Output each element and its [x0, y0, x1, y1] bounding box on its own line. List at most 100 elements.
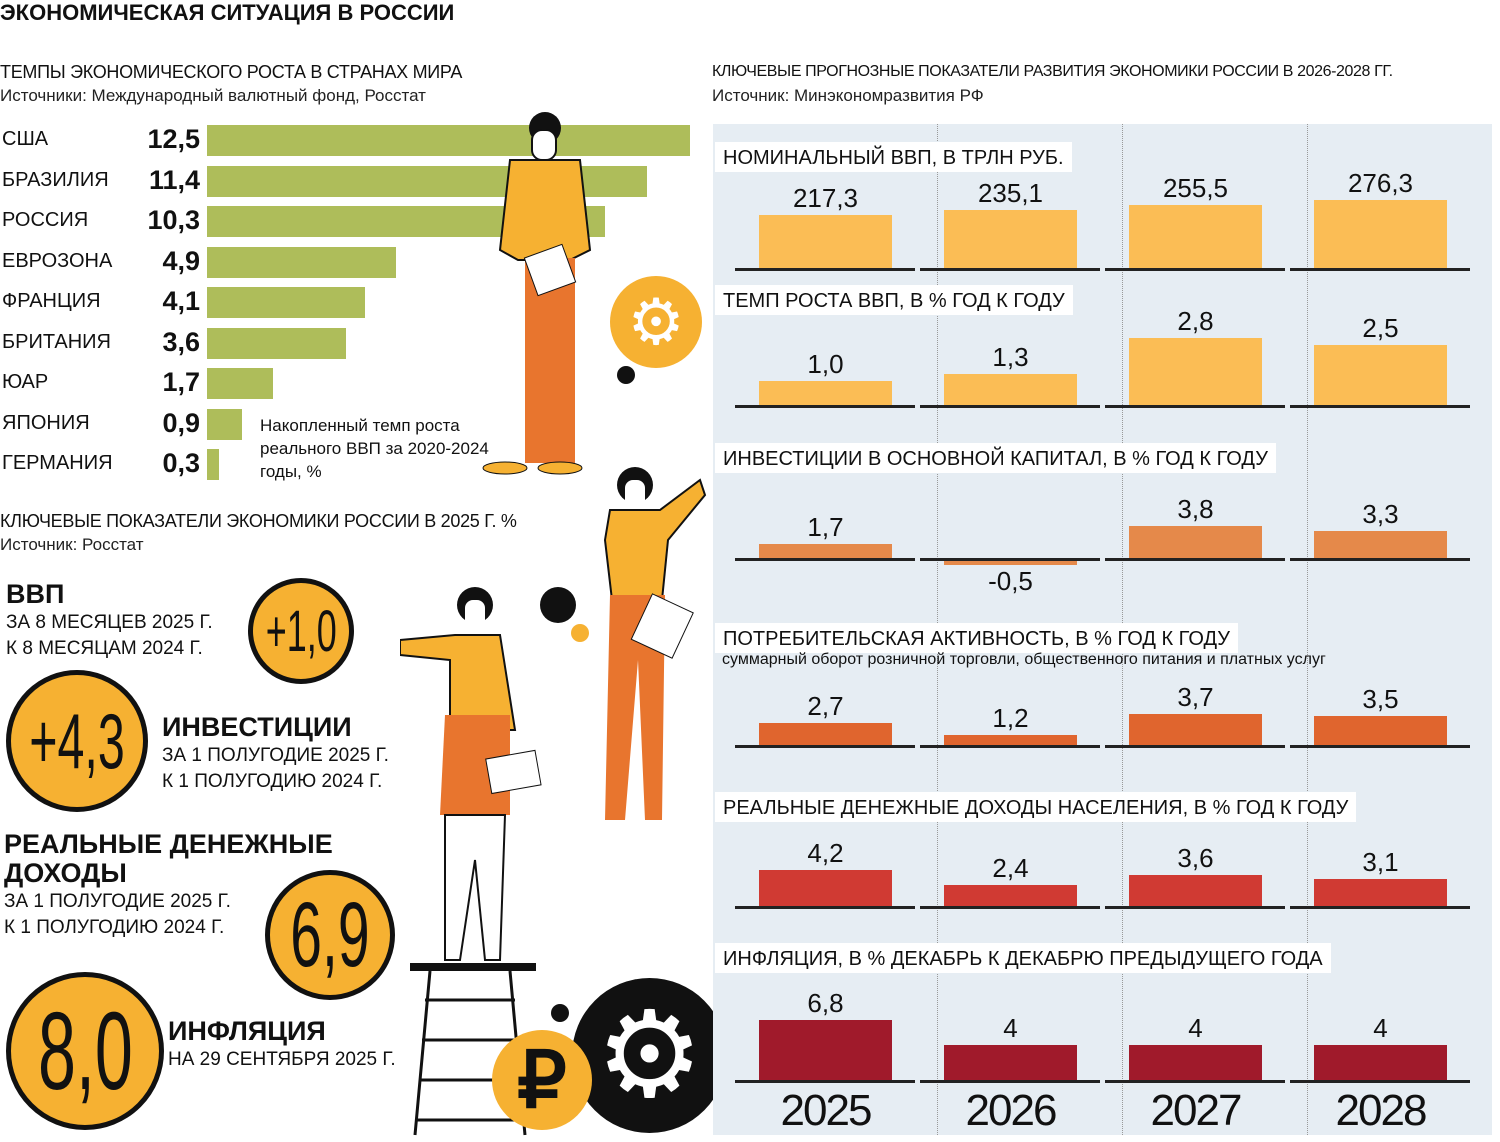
bar [1129, 875, 1262, 906]
year-label: 2027 [1150, 1086, 1243, 1135]
bar [1314, 879, 1447, 906]
country-label: БРИТАНИЯ [2, 330, 111, 353]
bar [944, 735, 1077, 745]
value-label: 4 [1373, 1012, 1388, 1043]
panel-title: РЕАЛЬНЫЕ ДЕНЕЖНЫЕ ДОХОДЫ НАСЕЛЕНИЯ, В % … [715, 792, 1357, 822]
bar [759, 722, 892, 745]
baseline [920, 405, 1100, 408]
baseline [920, 558, 1100, 561]
people-illustration [400, 112, 707, 1136]
year-label: 2026 [965, 1086, 1058, 1135]
baseline [1290, 558, 1470, 561]
baseline [920, 1080, 1100, 1083]
key-income-base: К 1 ПОЛУГОДИЮ 2024 Г. [4, 917, 225, 938]
bar [759, 543, 892, 558]
key-gdp-base: К 8 МЕСЯЦАМ 2024 Г. [6, 638, 203, 659]
baseline [1105, 405, 1285, 408]
key-gdp-period: ЗА 8 МЕСЯЦЕВ 2025 Г. [6, 612, 213, 633]
forecast-source: Источник: Минэкономразвития РФ [712, 86, 984, 105]
bar [1129, 714, 1262, 745]
panel-title: ТЕМП РОСТА ВВП, В % ГОД К ГОДУ [715, 285, 1073, 315]
bar [759, 381, 892, 405]
country-label: ЕВРОЗОНА [2, 249, 113, 272]
value-label: 1,2 [992, 703, 1029, 734]
bar [1129, 337, 1262, 405]
value-label: 1,7 [807, 511, 844, 542]
value-label: 4,1 [162, 286, 200, 316]
bar [759, 869, 892, 906]
value-label: 3,8 [1177, 494, 1214, 525]
baseline [735, 1080, 915, 1083]
bar [207, 408, 242, 440]
value-label: 2,4 [992, 853, 1029, 884]
bar [1314, 530, 1447, 558]
value-label: 12,5 [147, 124, 200, 154]
divider [1307, 124, 1308, 1135]
bar [207, 368, 273, 399]
baseline [735, 745, 915, 748]
value-label: 3,6 [162, 326, 200, 357]
bar [944, 1044, 1077, 1080]
key-inflation-name: ИНФЛЯЦИЯ [168, 1016, 326, 1046]
year-label: 2025 [780, 1086, 873, 1135]
baseline [735, 268, 915, 271]
country-label: США [2, 128, 49, 150]
bar [207, 125, 690, 156]
bar [759, 214, 892, 268]
value-label: 3,5 [1362, 683, 1399, 714]
value-label: 2,5 [1362, 313, 1399, 343]
bar [1314, 345, 1447, 405]
bar [944, 885, 1077, 906]
value-label: 4,9 [162, 245, 200, 276]
country-label: ЮАР [2, 371, 49, 393]
value-label: 3,6 [1177, 843, 1214, 874]
key-income-name: РЕАЛЬНЫЕ ДЕНЕЖНЫЕ [4, 829, 333, 859]
gear-icon: ⚙ [610, 276, 702, 368]
panel-title: ИНВЕСТИЦИИ В ОСНОВНОЙ КАПИТАЛ, В % ГОД К… [715, 443, 1276, 473]
value-label: 217,3 [792, 182, 859, 213]
bar [1314, 715, 1447, 745]
value-label: 6,8 [807, 988, 844, 1019]
value-label: 4 [1003, 1012, 1018, 1043]
value-label: 0,9 [162, 407, 200, 438]
value-label: 0,3 [162, 448, 200, 478]
baseline [1290, 405, 1470, 408]
growth-chart-note: Накопленный темп роста реального ВВП за … [260, 416, 489, 481]
value-label: 3,7 [1177, 682, 1214, 713]
value-label: 276,3 [1347, 168, 1414, 199]
growth-chart-source: Источники: Международный валютный фонд, … [0, 86, 426, 105]
key-source: Источник: Росстат [0, 535, 144, 554]
baseline [920, 268, 1100, 271]
baseline [1290, 1080, 1470, 1083]
baseline [1105, 558, 1285, 561]
growth-chart-title: ТЕМПЫ ЭКОНОМИЧЕСКОГО РОСТА В СТРАНАХ МИР… [0, 62, 463, 82]
panel-title: ИНФЛЯЦИЯ, В % ДЕКАБРЬ К ДЕКАБРЮ ПРЕДЫДУЩ… [715, 943, 1331, 973]
key-investment-base: К 1 ПОЛУГОДИЮ 2024 Г. [162, 771, 383, 792]
baseline [1105, 1080, 1285, 1083]
key-income-name2: ДОХОДЫ [4, 858, 127, 888]
country-label: ФРАНЦИЯ [2, 290, 101, 312]
baseline [920, 906, 1100, 909]
bar [207, 246, 397, 278]
key-inflation-value: 8,0 [6, 972, 164, 1130]
baseline [1290, 906, 1470, 909]
baseline [1105, 745, 1285, 748]
bar [1129, 526, 1262, 558]
value-label: 1,7 [162, 367, 200, 397]
key-income-period: ЗА 1 ПОЛУГОДИЕ 2025 Г. [4, 891, 231, 912]
panel-subtitle: суммарный оборот розничной торговли, общ… [722, 651, 1326, 668]
baseline [735, 558, 915, 561]
value-label: 1,0 [807, 349, 844, 379]
year-label: 2028 [1335, 1086, 1428, 1135]
bar [1314, 1044, 1447, 1080]
value-label: 2,7 [807, 690, 844, 721]
baseline [1105, 268, 1285, 271]
key-income-value: 6,9 [265, 870, 395, 1000]
country-label: БРАЗИЛИЯ [2, 168, 109, 191]
value-label: 235,1 [977, 178, 1044, 209]
value-label: 11,4 [148, 164, 200, 195]
value-label: -0,5 [988, 566, 1033, 597]
gear-icon: ⚙ [572, 978, 727, 1133]
ruble-icon: ₽ [492, 1030, 592, 1130]
bar [759, 1020, 892, 1080]
